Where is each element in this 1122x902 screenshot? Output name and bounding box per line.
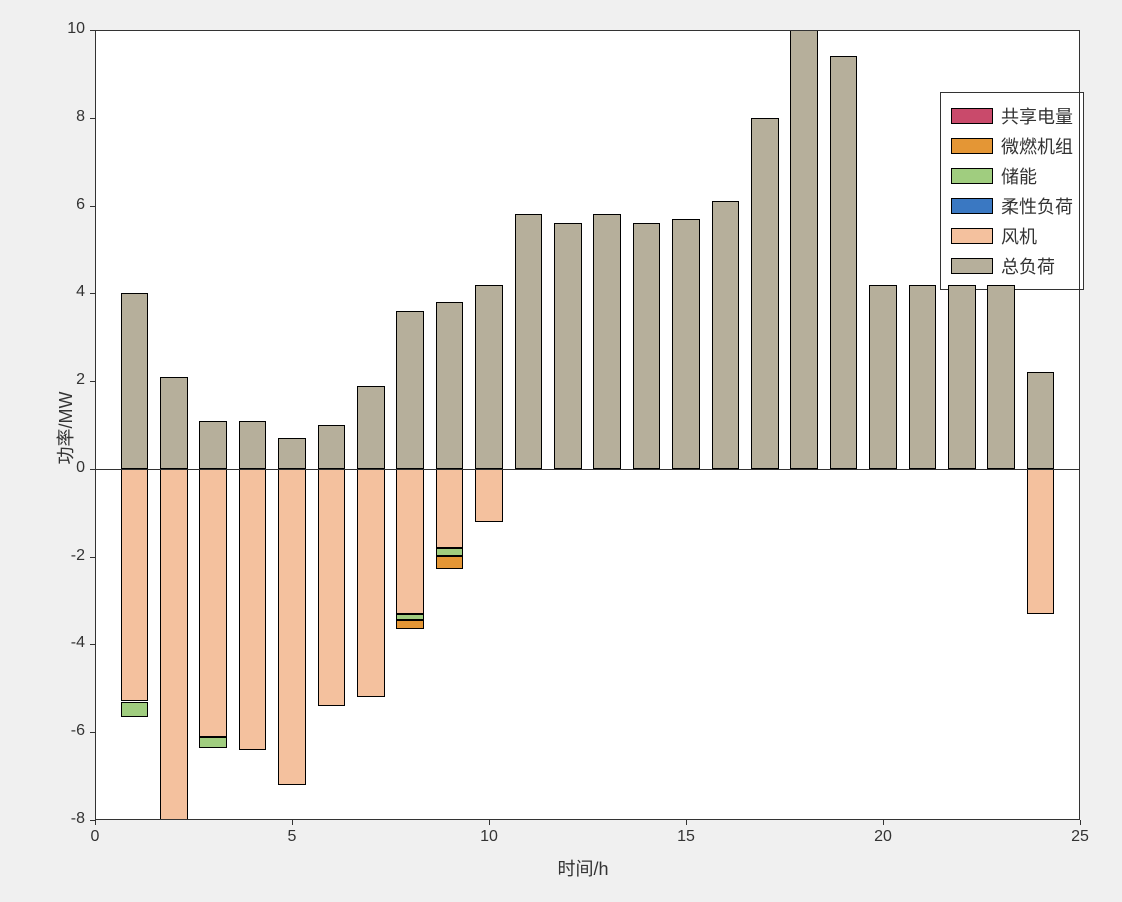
bar-total_load bbox=[199, 421, 227, 469]
bar-total_load bbox=[593, 214, 621, 469]
legend-item: 共享电量 bbox=[951, 101, 1073, 131]
x-tick bbox=[292, 820, 293, 825]
y-tick-label: 0 bbox=[76, 459, 85, 477]
legend-swatch bbox=[951, 258, 993, 274]
bar-wind bbox=[239, 469, 267, 750]
bar-total_load bbox=[790, 30, 818, 469]
bar-wind bbox=[160, 469, 188, 820]
y-tick bbox=[90, 381, 95, 382]
y-tick-label: -4 bbox=[71, 634, 85, 652]
bar-wind bbox=[357, 469, 385, 697]
bar-total_load bbox=[987, 285, 1015, 469]
bar-wind bbox=[318, 469, 346, 706]
bar-micro_turbine bbox=[436, 556, 464, 569]
bar-wind bbox=[436, 469, 464, 548]
y-tick-label: 10 bbox=[67, 20, 85, 38]
y-tick bbox=[90, 293, 95, 294]
bar-total_load bbox=[278, 438, 306, 469]
bar-total_load bbox=[475, 285, 503, 469]
bar-total_load bbox=[712, 201, 740, 469]
legend-item: 微燃机组 bbox=[951, 131, 1073, 161]
y-tick bbox=[90, 557, 95, 558]
legend-item: 柔性负荷 bbox=[951, 191, 1073, 221]
legend-label: 柔性负荷 bbox=[1001, 193, 1073, 219]
x-tick bbox=[686, 820, 687, 825]
bar-total_load bbox=[239, 421, 267, 469]
legend: 共享电量微燃机组储能柔性负荷风机总负荷 bbox=[940, 92, 1084, 290]
y-axis-label: 功率/MW bbox=[52, 378, 78, 478]
legend-label: 微燃机组 bbox=[1001, 133, 1073, 159]
bar-total_load bbox=[909, 285, 937, 469]
bar-total_load bbox=[1027, 372, 1055, 469]
bar-total_load bbox=[633, 223, 661, 469]
bar-wind bbox=[475, 469, 503, 522]
x-tick-label: 10 bbox=[474, 828, 504, 846]
legend-swatch bbox=[951, 228, 993, 244]
bar-wind bbox=[278, 469, 306, 785]
bar-total_load bbox=[515, 214, 543, 469]
bar-wind bbox=[199, 469, 227, 737]
y-tick-label: 8 bbox=[76, 108, 85, 126]
y-tick bbox=[90, 118, 95, 119]
zero-line bbox=[95, 469, 1080, 470]
legend-item: 风机 bbox=[951, 221, 1073, 251]
bar-storage bbox=[121, 702, 149, 717]
legend-label: 储能 bbox=[1001, 163, 1037, 189]
x-tick bbox=[489, 820, 490, 825]
bar-total_load bbox=[672, 219, 700, 469]
bar-total_load bbox=[554, 223, 582, 469]
legend-swatch bbox=[951, 168, 993, 184]
y-tick-label: 6 bbox=[76, 196, 85, 214]
y-tick bbox=[90, 30, 95, 31]
legend-label: 总负荷 bbox=[1001, 253, 1055, 279]
x-tick-label: 15 bbox=[671, 828, 701, 846]
x-tick-label: 20 bbox=[868, 828, 898, 846]
y-tick bbox=[90, 644, 95, 645]
y-tick-label: -2 bbox=[71, 547, 85, 565]
bar-storage bbox=[396, 614, 424, 621]
bar-total_load bbox=[830, 56, 858, 469]
legend-item: 储能 bbox=[951, 161, 1073, 191]
x-tick-label: 5 bbox=[277, 828, 307, 846]
bar-wind bbox=[396, 469, 424, 614]
legend-swatch bbox=[951, 198, 993, 214]
bar-total_load bbox=[869, 285, 897, 469]
bar-total_load bbox=[318, 425, 346, 469]
bar-storage bbox=[436, 548, 464, 556]
x-tick bbox=[1080, 820, 1081, 825]
figure-container: 功率/MW 时间/h 共享电量微燃机组储能柔性负荷风机总负荷 051015202… bbox=[0, 0, 1122, 902]
y-tick bbox=[90, 206, 95, 207]
legend-item: 总负荷 bbox=[951, 251, 1073, 281]
bar-micro_turbine bbox=[396, 620, 424, 629]
x-axis-label: 时间/h bbox=[558, 855, 609, 881]
y-tick-label: -8 bbox=[71, 810, 85, 828]
x-tick-label: 0 bbox=[80, 828, 110, 846]
y-tick-label: 4 bbox=[76, 283, 85, 301]
legend-swatch bbox=[951, 108, 993, 124]
x-tick bbox=[883, 820, 884, 825]
legend-label: 风机 bbox=[1001, 223, 1037, 249]
bar-total_load bbox=[436, 302, 464, 469]
legend-swatch bbox=[951, 138, 993, 154]
bar-total_load bbox=[357, 386, 385, 469]
y-tick-label: -6 bbox=[71, 722, 85, 740]
bar-total_load bbox=[121, 293, 149, 469]
x-tick-label: 25 bbox=[1065, 828, 1095, 846]
bar-storage bbox=[199, 737, 227, 748]
y-tick bbox=[90, 732, 95, 733]
legend-label: 共享电量 bbox=[1001, 103, 1073, 129]
bar-total_load bbox=[396, 311, 424, 469]
x-tick bbox=[95, 820, 96, 825]
bar-wind bbox=[1027, 469, 1055, 614]
bar-total_load bbox=[948, 285, 976, 469]
bar-total_load bbox=[751, 118, 779, 469]
y-tick-label: 2 bbox=[76, 371, 85, 389]
bar-wind bbox=[121, 469, 149, 702]
bar-total_load bbox=[160, 377, 188, 469]
y-tick bbox=[90, 820, 95, 821]
